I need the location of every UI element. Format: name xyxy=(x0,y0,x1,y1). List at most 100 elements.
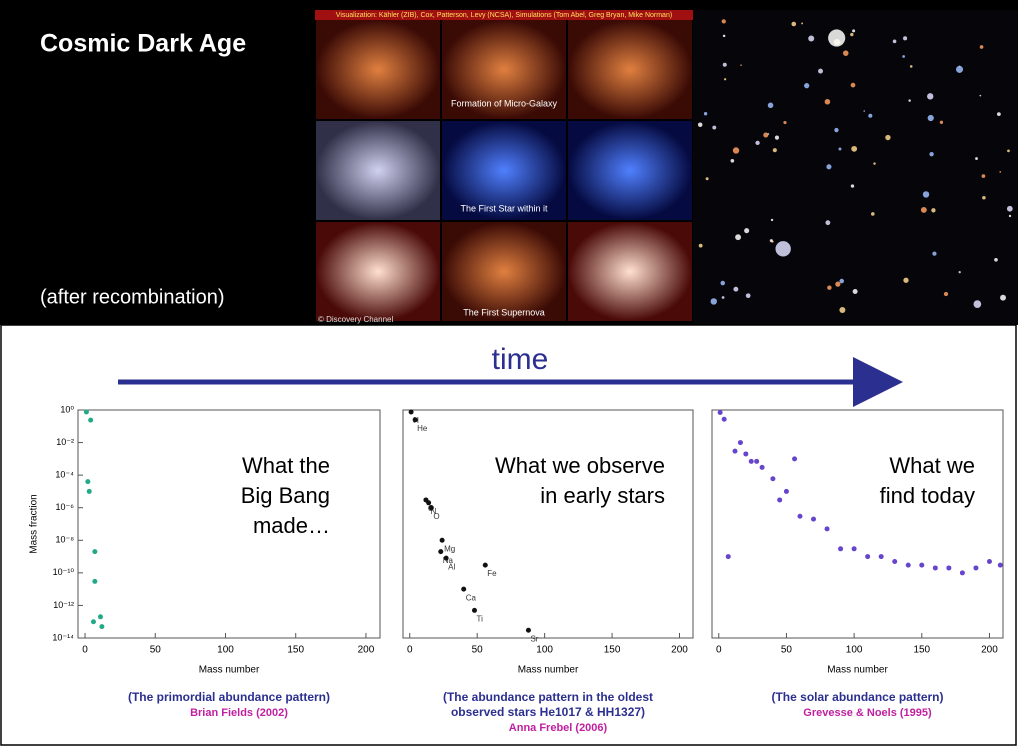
tile xyxy=(568,121,692,220)
tile xyxy=(568,20,692,119)
galaxy xyxy=(903,277,909,283)
point xyxy=(92,578,98,584)
galaxy xyxy=(740,64,742,67)
point xyxy=(838,546,844,552)
point xyxy=(997,562,1003,568)
point-label: Fe xyxy=(487,569,497,578)
galaxy xyxy=(744,228,750,234)
point xyxy=(919,562,925,568)
galaxy xyxy=(852,288,858,294)
galaxy xyxy=(892,39,897,44)
galaxy xyxy=(873,162,876,165)
point xyxy=(737,440,743,446)
point xyxy=(408,409,414,415)
point xyxy=(482,562,488,568)
point xyxy=(946,565,952,571)
galaxy xyxy=(783,120,787,125)
galaxy xyxy=(838,147,842,151)
galaxy xyxy=(994,257,998,262)
author: Grevesse & Noels (1995) xyxy=(803,707,932,719)
caption: (The abundance pattern in the oldest xyxy=(443,690,653,704)
galaxy xyxy=(975,157,978,160)
galaxy xyxy=(850,32,854,37)
point xyxy=(443,555,449,561)
point xyxy=(86,488,92,494)
y-tick-label: 10⁰ xyxy=(60,404,74,414)
point xyxy=(732,448,738,454)
x-tick-label: 50 xyxy=(472,645,484,656)
galaxy xyxy=(885,134,891,141)
point-label: Ti xyxy=(476,614,483,623)
point xyxy=(412,417,418,423)
tile-caption: The First Star within it xyxy=(460,203,548,213)
annotation: made… xyxy=(253,513,330,538)
galaxy xyxy=(705,177,709,181)
author: Anna Frebel (2006) xyxy=(509,722,608,734)
point xyxy=(743,451,749,457)
caption: observed stars He1017 & HH1327) xyxy=(451,705,645,719)
point xyxy=(428,505,434,511)
x-tick-label: 0 xyxy=(82,645,88,656)
x-tick-label: 200 xyxy=(671,645,688,656)
tile xyxy=(442,20,566,119)
x-axis-label: Mass number xyxy=(518,665,579,676)
author: Brian Fields (2002) xyxy=(190,707,288,719)
annotation: What we observe xyxy=(495,453,665,478)
annotation: What the xyxy=(242,453,330,478)
galaxy xyxy=(852,29,856,33)
x-tick-label: 50 xyxy=(781,645,793,656)
galaxy xyxy=(996,112,1001,117)
simulation-grid xyxy=(316,20,692,321)
annotation: in early stars xyxy=(540,483,665,508)
x-axis-label: Mass number xyxy=(827,665,888,676)
galaxy xyxy=(922,191,930,198)
deep-field xyxy=(693,10,1018,325)
tile xyxy=(568,222,692,321)
time-label: time xyxy=(492,343,549,376)
point xyxy=(725,554,731,560)
x-tick-label: 100 xyxy=(846,645,863,656)
point xyxy=(88,417,94,423)
galaxy xyxy=(755,140,760,146)
point xyxy=(932,565,938,571)
point xyxy=(865,554,871,560)
x-tick-label: 0 xyxy=(716,645,722,656)
plot-area xyxy=(711,409,1004,639)
point xyxy=(824,526,830,532)
galaxy xyxy=(732,147,740,154)
galaxy xyxy=(851,145,858,152)
point xyxy=(525,627,531,633)
galaxy xyxy=(698,243,703,248)
galaxy xyxy=(839,278,844,284)
galaxy xyxy=(808,35,815,42)
point xyxy=(97,614,103,620)
galaxy xyxy=(834,127,839,133)
point xyxy=(759,464,765,470)
point xyxy=(797,513,803,519)
tile xyxy=(316,121,440,220)
galaxy xyxy=(979,94,982,97)
galaxy xyxy=(920,207,927,213)
galaxy xyxy=(871,212,875,216)
point-label: He xyxy=(417,424,428,433)
y-tick-label: 10⁻⁶ xyxy=(56,502,75,512)
galaxy xyxy=(835,281,841,287)
point-label: Mg xyxy=(444,544,455,553)
galaxy xyxy=(801,22,804,25)
x-tick-label: 0 xyxy=(407,645,413,656)
galaxy xyxy=(931,208,936,213)
tile xyxy=(316,20,440,119)
point xyxy=(792,456,798,462)
galaxy xyxy=(909,65,913,68)
x-tick-label: 150 xyxy=(287,645,304,656)
galaxy xyxy=(818,68,823,74)
point xyxy=(851,546,857,552)
galaxy xyxy=(703,112,708,116)
y-tick-label: 10⁻¹² xyxy=(53,600,74,610)
point-label: Al xyxy=(448,562,455,571)
point xyxy=(83,409,89,415)
plot-area xyxy=(402,409,694,639)
tile xyxy=(442,222,566,321)
galaxy xyxy=(902,55,905,58)
point-label: N xyxy=(431,507,437,516)
